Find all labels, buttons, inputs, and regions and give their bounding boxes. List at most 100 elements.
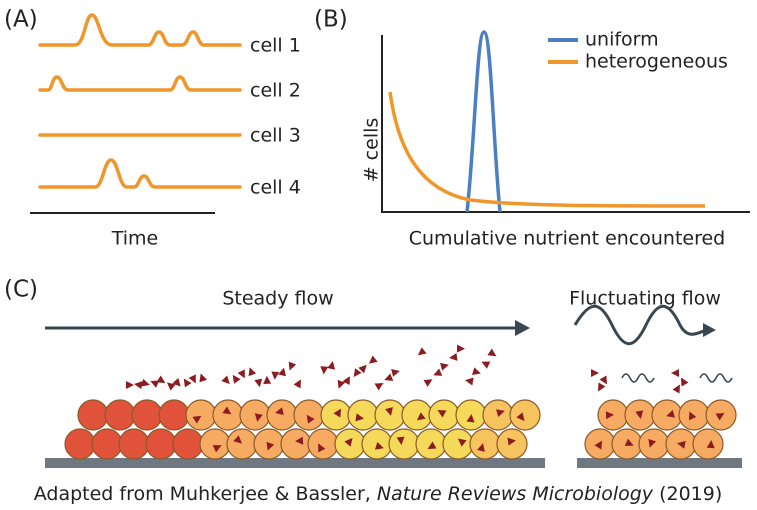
nutrient [263,375,272,384]
nutrient [706,440,715,449]
caption-text: (2019) [653,483,722,505]
nutrient [134,381,143,390]
nutrient [150,380,160,388]
nutrient [672,384,680,394]
nutrient [472,367,481,375]
nutrient [681,377,689,387]
nutrient [599,375,607,385]
panel-label: (A) [4,7,38,33]
nutrient [368,355,378,364]
uniform-curve [465,30,502,213]
nutrient [126,381,134,389]
trace [38,75,242,92]
nutrient [353,368,362,378]
nutrient [183,378,192,388]
nutrient [487,348,497,357]
cell-label: cell 4 [250,177,301,199]
axis-label: Time [111,228,159,250]
nutrient [275,407,284,416]
cell [226,428,258,460]
nutrient [456,344,465,353]
small-waves [621,373,733,383]
nutrient [358,364,367,374]
nutrient [437,410,447,418]
cell [293,399,325,431]
cell [158,399,190,431]
nutrient [624,438,634,446]
nutrient [306,414,315,424]
nutrient [333,408,342,418]
nutrient [318,443,326,453]
caption-journal: Nature Reviews Microbiology [377,483,654,505]
trace [38,158,242,189]
axes [381,35,750,213]
nutrient [449,352,458,361]
nutrient [507,437,516,446]
nutrient [433,368,443,376]
cell [651,399,683,431]
nutrient [355,413,364,422]
nutrient [266,441,275,451]
cell [199,428,231,460]
cell [91,428,123,460]
cell [692,428,724,460]
cell [104,399,136,431]
nutrient [375,442,384,450]
nutrient [271,371,280,380]
heterogeneous-curve [388,91,706,208]
caption: Adapted from Muhkerjee & Bassler, Nature… [34,483,723,505]
nutrient [598,382,606,392]
legend-label: uniform [585,29,659,51]
surface [45,458,545,468]
cell [428,399,460,431]
nutrient [715,412,725,421]
cell [401,399,433,431]
cell [145,428,177,460]
nutrient [248,367,257,377]
nutrient [374,383,384,391]
axis-label: # cells [361,118,383,183]
nutrient [342,376,350,386]
nutrient [327,361,336,370]
cell-label: cell 1 [250,35,301,57]
nutrient [427,441,437,449]
nutrient [295,436,304,445]
nutrient [591,369,599,377]
nutrient [221,375,230,385]
cell [77,399,109,431]
nutrient [156,375,166,384]
arrowhead [515,320,530,336]
flow-label: Steady flow [222,288,333,310]
cell [509,399,541,431]
nutrient [465,377,474,386]
cell [388,428,420,460]
nutrient [199,373,208,383]
cell [118,428,150,460]
panel-label: (B) [314,7,348,33]
nutrient [677,440,686,449]
nutrient [457,438,467,447]
axis-label: Cumulative nutrient encountered [409,228,726,250]
nutrient [635,410,644,419]
nutrient [188,374,196,384]
wave-arrow [573,304,707,346]
nutrient [440,362,449,371]
nutrient [278,367,286,377]
cell [172,428,204,460]
nutrient [337,379,346,389]
nutrient [222,406,232,415]
nutrient [212,445,222,453]
cell [239,399,271,431]
nutrient [594,440,603,450]
nutrient [192,415,202,424]
nutrient [423,379,433,387]
nutrient [396,436,405,445]
nutrient [237,369,245,379]
nutrient [254,413,263,422]
cell [131,399,163,431]
panel-label: (C) [4,277,38,303]
nutrient [481,361,491,369]
traces [38,13,242,189]
cell [442,428,474,460]
